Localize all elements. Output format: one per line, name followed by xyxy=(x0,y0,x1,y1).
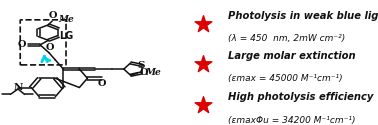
Point xyxy=(200,104,206,106)
Point xyxy=(200,63,206,65)
Text: O: O xyxy=(45,44,54,52)
Text: S: S xyxy=(138,61,145,70)
Text: (εmaxΦu = 34200 M⁻¹cm⁻¹): (εmaxΦu = 34200 M⁻¹cm⁻¹) xyxy=(228,116,355,124)
Text: O: O xyxy=(98,79,106,88)
Text: O: O xyxy=(49,11,57,20)
Point xyxy=(200,23,206,25)
Text: N: N xyxy=(13,83,23,92)
Text: Photolysis in weak blue light: Photolysis in weak blue light xyxy=(228,11,378,21)
Text: Large molar extinction: Large molar extinction xyxy=(228,51,355,61)
Text: High photolysis efficiency: High photolysis efficiency xyxy=(228,92,373,102)
Text: O: O xyxy=(17,40,26,49)
Text: (λ = 450  nm, 2mW cm⁻²): (λ = 450 nm, 2mW cm⁻²) xyxy=(228,34,345,43)
Text: LG: LG xyxy=(59,32,73,42)
Text: Me: Me xyxy=(145,68,161,77)
Text: Me: Me xyxy=(58,15,73,24)
Text: (εmax = 45000 M⁻¹cm⁻¹): (εmax = 45000 M⁻¹cm⁻¹) xyxy=(228,74,342,83)
Text: O: O xyxy=(140,68,149,77)
